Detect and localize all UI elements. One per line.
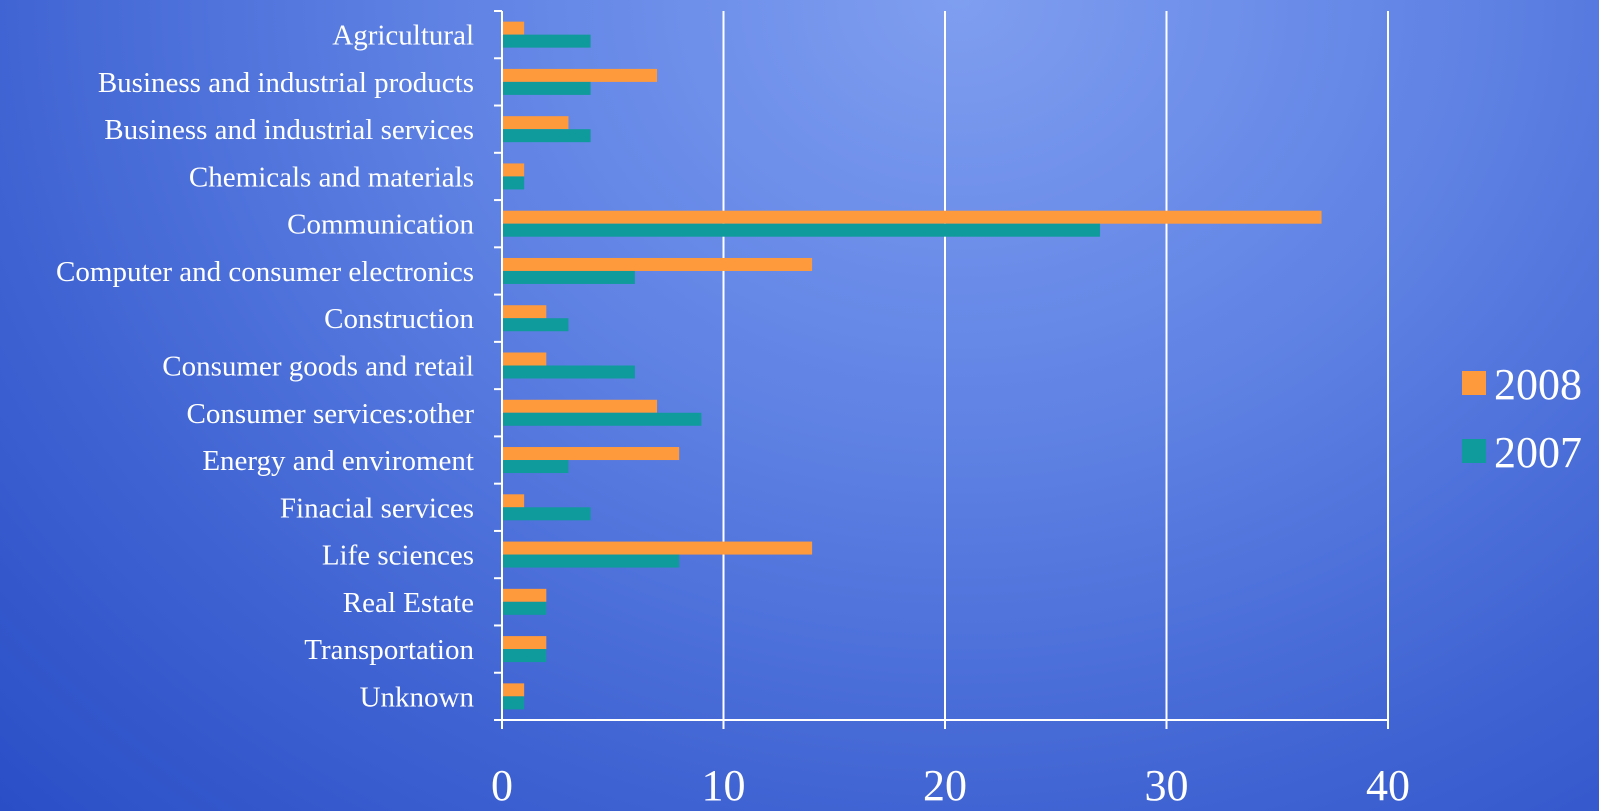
bar-2007-life-sciences xyxy=(502,554,680,568)
category-label: Construction xyxy=(324,303,474,335)
category-label: Unknown xyxy=(360,681,475,713)
gridlines xyxy=(722,11,1389,720)
bar-2008-energy-and-enviroment xyxy=(502,447,680,461)
bar-2008-computer-and-consumer-electronics xyxy=(502,257,813,271)
bar-2007-finacial-services xyxy=(502,507,591,521)
category-label: Consumer goods and retail xyxy=(162,351,474,383)
bars xyxy=(502,21,1322,710)
bar-2007-construction xyxy=(502,318,569,332)
category-label: Consumer services:other xyxy=(186,398,474,430)
bar-2007-consumer-goods-and-retail xyxy=(502,365,635,379)
bar-2008-construction xyxy=(502,305,547,319)
bar-2007-business-and-industrial-services xyxy=(502,129,591,143)
bar-2007-real-estate xyxy=(502,601,547,615)
bar-2008-life-sciences xyxy=(502,541,813,555)
bar-2007-business-and-industrial-products xyxy=(502,81,591,95)
legend-swatch-2007 xyxy=(1462,439,1486,463)
x-tick-labels: 0 10 20 30 40 xyxy=(491,761,1410,810)
bar-2008-communication xyxy=(502,210,1322,224)
bar-2008-consumer-services-other xyxy=(502,399,658,413)
legend: 2008 2007 xyxy=(1462,360,1582,477)
bar-2007-chemicals-and-materials xyxy=(502,176,525,190)
axes xyxy=(494,10,1389,729)
x-tick-label: 30 xyxy=(1145,761,1189,810)
category-label: Communication xyxy=(287,209,474,241)
category-labels: Agricultural Business and industrial prod… xyxy=(56,20,474,714)
bar-2007-computer-and-consumer-electronics xyxy=(502,270,635,284)
bar-2008-business-and-industrial-products xyxy=(502,68,658,82)
bar-2008-transportation xyxy=(502,636,547,650)
category-label: Computer and consumer electronics xyxy=(56,256,474,288)
bar-2008-unknown xyxy=(502,683,525,697)
legend-swatch-2008 xyxy=(1462,371,1486,395)
bar-2007-communication xyxy=(502,223,1101,237)
bar-2008-agricultural xyxy=(502,21,525,35)
legend-label-2007: 2007 xyxy=(1494,428,1582,477)
x-tick-label: 20 xyxy=(923,761,967,810)
bar-2007-transportation xyxy=(502,649,547,663)
category-label: Business and industrial services xyxy=(104,114,474,146)
bar-2007-energy-and-enviroment xyxy=(502,460,569,474)
category-label: Business and industrial products xyxy=(98,67,474,99)
x-tick-label: 40 xyxy=(1366,761,1410,810)
category-label: Finacial services xyxy=(280,492,474,524)
category-label: Chemicals and materials xyxy=(189,161,474,193)
x-tick-label: 0 xyxy=(491,761,513,810)
bar-2008-business-and-industrial-services xyxy=(502,116,569,130)
category-label: Agricultural xyxy=(332,20,474,52)
bar-2007-consumer-services-other xyxy=(502,412,702,426)
bar-2007-agricultural xyxy=(502,34,591,48)
bar-2008-finacial-services xyxy=(502,494,525,508)
bar-2007-unknown xyxy=(502,696,525,710)
bar-2008-consumer-goods-and-retail xyxy=(502,352,547,366)
x-tick-label: 10 xyxy=(702,761,746,810)
legend-label-2008: 2008 xyxy=(1494,360,1582,409)
bar-2008-real-estate xyxy=(502,588,547,602)
category-label: Life sciences xyxy=(322,540,474,572)
category-label: Transportation xyxy=(304,634,474,666)
bar-2008-chemicals-and-materials xyxy=(502,163,525,177)
category-label: Energy and enviroment xyxy=(202,445,474,477)
category-label: Real Estate xyxy=(343,587,474,619)
